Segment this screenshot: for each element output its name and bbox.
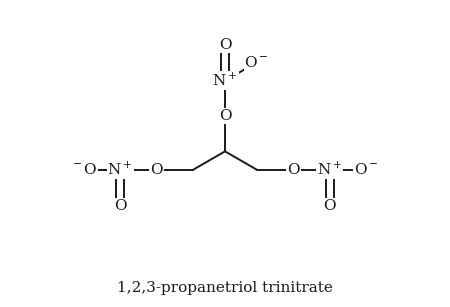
Text: O: O (114, 199, 126, 213)
Text: 1,2,3-propanetriol trinitrate: 1,2,3-propanetriol trinitrate (117, 281, 333, 295)
Text: O$^-$: O$^-$ (354, 162, 379, 177)
Text: N$^+$: N$^+$ (317, 161, 342, 178)
Text: N$^+$: N$^+$ (212, 72, 238, 89)
Text: O: O (324, 199, 336, 213)
Text: N$^+$: N$^+$ (108, 161, 133, 178)
Text: O: O (287, 163, 300, 177)
Text: O: O (219, 109, 231, 123)
Text: O: O (150, 163, 163, 177)
Text: $^-$O: $^-$O (70, 162, 97, 177)
Text: O$^-$: O$^-$ (244, 55, 269, 70)
Text: O: O (219, 38, 231, 52)
